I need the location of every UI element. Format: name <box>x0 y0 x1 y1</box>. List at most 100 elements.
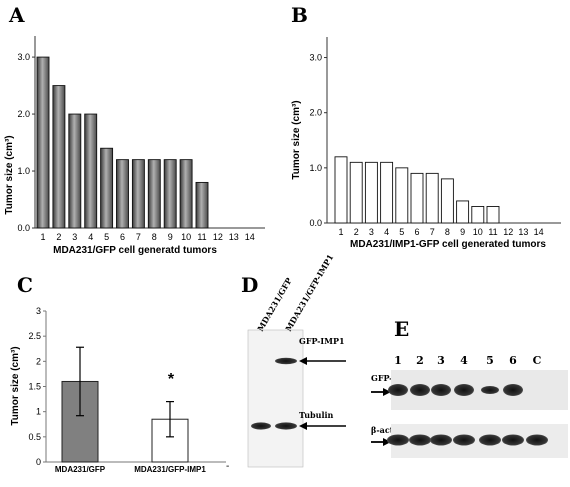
chart-a-bar-6 <box>116 159 129 229</box>
blot-e-band-actin-3 <box>430 434 452 446</box>
panel-letter-d: D <box>241 273 258 297</box>
blot-e-band-actin-1 <box>387 434 409 446</box>
chart-a-bar-11 <box>195 181 209 229</box>
chart-b-xtick-7: 7 <box>430 227 435 237</box>
chart-b-bar-2 <box>349 161 363 224</box>
panel-letter-b: B <box>291 3 308 27</box>
chart-b-ytick-1: 1.0 <box>309 163 322 173</box>
blot-e-lane-label-6: 6 <box>509 354 517 367</box>
chart-b: Tumor size (cm³) MDA231/IMP1-GFP cell ge… <box>291 37 561 250</box>
chart-c-ytick-0: 0 <box>36 457 41 467</box>
blot-e-band-actin-5 <box>479 434 501 446</box>
blot-e-lane-label-4: 4 <box>460 354 468 367</box>
blot-e-band-actin-6 <box>502 434 524 446</box>
chart-b-xtick-5: 5 <box>399 227 404 237</box>
chart-a-ytick-3: 3.0 <box>17 52 30 62</box>
blot-e-band-gfp-imp1-5 <box>481 386 499 394</box>
chart-c-ylabel: Tumor size (cm³) <box>10 346 21 425</box>
chart-b-xtick-8: 8 <box>445 227 450 237</box>
blot-e-band-gfp-imp1-4 <box>454 384 474 396</box>
chart-b-xtick-13: 13 <box>518 227 528 237</box>
chart-a-xtick-7: 7 <box>136 232 141 242</box>
blot-d-band-tubulin-1 <box>251 422 271 430</box>
chart-a-ytick-0: 0.0 <box>17 223 30 233</box>
chart-a-xtick-5: 5 <box>104 232 109 242</box>
chart-a-xtick-9: 9 <box>168 232 173 242</box>
chart-b-bar-6 <box>410 172 424 224</box>
blot-d-band-gfp-imp1 <box>275 357 297 365</box>
chart-a-xtick-12: 12 <box>213 232 223 242</box>
chart-a-ytick-1: 1.0 <box>17 166 30 176</box>
chart-a-xtick-14: 14 <box>245 232 255 242</box>
blot-e-arrowhead-actin <box>383 438 391 446</box>
blot-e-lane-label-C: C <box>533 354 542 367</box>
chart-a-xtick-2: 2 <box>56 232 61 242</box>
blot-e-lane-label-2: 2 <box>416 354 424 367</box>
chart-b-bar-1 <box>334 156 348 224</box>
chart-c-ytick-4: 2 <box>36 356 41 366</box>
chart-a: Tumor size (cm³) MDA231/GFP cell generat… <box>4 36 265 256</box>
blot-e-arrowhead-gfp-imp1 <box>383 388 391 396</box>
chart-b-bar-10 <box>471 206 485 224</box>
chart-a-bar-7 <box>131 159 145 229</box>
chart-b-ytick-0: 0.0 <box>309 218 322 228</box>
chart-c-category-2: MDA231/GFP-IMP1 <box>134 465 206 474</box>
chart-c-annotation: * <box>168 371 175 388</box>
chart-b-ytick-3: 3.0 <box>309 53 322 63</box>
blot-e-band-gfp-imp1-3 <box>431 384 451 396</box>
blot-e-lane-label-1: 1 <box>394 354 402 367</box>
panel-letter-e: E <box>394 317 409 341</box>
blot-d-band-label-gfp-imp1: GFP-IMP1 <box>299 336 345 346</box>
chart-a-xtick-8: 8 <box>152 232 157 242</box>
chart-a-bar-2 <box>52 85 66 229</box>
chart-a-xtick-6: 6 <box>120 232 125 242</box>
chart-b-bar-11 <box>486 206 500 224</box>
chart-b-ylabel: Tumor size (cm³) <box>291 100 302 179</box>
blot-d-arrowhead-gfp-imp1 <box>299 357 307 365</box>
blot-e-band-actin-4 <box>453 434 475 446</box>
blot-e-band-gfp-imp1-1 <box>388 384 408 396</box>
blot-e-band-gfp-imp1-6 <box>503 384 523 396</box>
blot-e-lane-label-3: 3 <box>437 354 445 367</box>
panel-letter-a: A <box>8 3 25 27</box>
chart-b-xtick-1: 1 <box>338 227 343 237</box>
chart-b-xtick-6: 6 <box>414 227 419 237</box>
chart-a-bar-10 <box>179 159 193 229</box>
blot-d-lane-label-2: MDA231/GFP-IMP1 <box>283 252 335 333</box>
chart-b-bar-8 <box>440 178 454 224</box>
chart-c-ytick-1: 0.5 <box>28 432 41 442</box>
chart-b-bar-3 <box>364 161 378 224</box>
chart-b-xtick-11: 11 <box>488 227 497 237</box>
blot-e-band-actin-2 <box>409 434 431 446</box>
chart-b-bar-4 <box>380 161 394 224</box>
chart-b-bar-7 <box>425 172 439 224</box>
blot-e-band-label-actin: β-actin <box>371 425 402 435</box>
chart-c-ytick-6: 3 <box>36 306 41 316</box>
chart-a-xtick-3: 3 <box>72 232 77 242</box>
chart-b-xtick-14: 14 <box>534 227 544 237</box>
blot-e-lane-label-5: 5 <box>486 354 494 367</box>
chart-b-xtick-2: 2 <box>354 227 359 237</box>
chart-c-ytick-3: 1.5 <box>28 382 41 392</box>
chart-a-xtick-13: 13 <box>229 232 239 242</box>
dash-mark: - <box>226 461 229 472</box>
chart-a-bar-1 <box>36 56 50 229</box>
blot-e-band-gfp-imp1-2 <box>410 384 430 396</box>
chart-b-ytick-2: 2.0 <box>309 108 322 118</box>
chart-a-bar-8 <box>147 159 161 229</box>
chart-b-xtick-4: 4 <box>384 227 389 237</box>
panel-letter-c: C <box>17 273 33 297</box>
chart-b-xtick-10: 10 <box>473 227 483 237</box>
chart-a-ytick-2: 2.0 <box>17 109 30 119</box>
chart-b-xtick-3: 3 <box>369 227 374 237</box>
blot-d-band-tubulin-2 <box>275 422 297 430</box>
blot-d-membrane <box>247 329 304 468</box>
chart-a-xtick-4: 4 <box>88 232 93 242</box>
chart-a-xtick-1: 1 <box>40 232 45 242</box>
chart-a-xlabel: MDA231/GFP cell generatd tumors <box>53 245 217 256</box>
chart-b-bar-5 <box>395 167 409 224</box>
chart-a-bar-4 <box>84 113 98 229</box>
chart-b-xtick-12: 12 <box>503 227 513 237</box>
chart-c: Tumor size (cm³) * 0 0.5 1 1.5 2 2.5 3 MDA231/G… <box>10 306 226 474</box>
